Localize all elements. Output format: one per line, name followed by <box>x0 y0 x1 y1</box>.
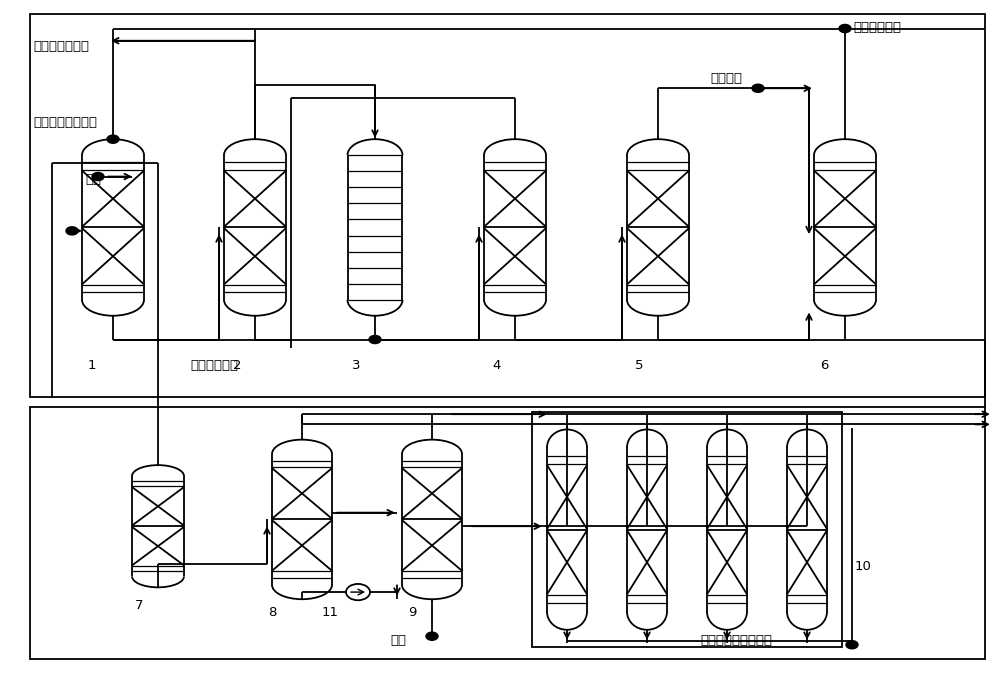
Text: 粗丙烷至界外: 粗丙烷至界外 <box>190 359 238 372</box>
Text: 11: 11 <box>322 606 339 619</box>
Circle shape <box>369 335 381 344</box>
Text: 9: 9 <box>408 606 416 619</box>
Circle shape <box>107 135 119 143</box>
Text: 3: 3 <box>352 359 360 372</box>
Circle shape <box>426 632 438 640</box>
Bar <box>30 14 985 397</box>
Text: 5: 5 <box>635 359 644 372</box>
Text: 7: 7 <box>135 599 144 612</box>
Circle shape <box>92 172 104 181</box>
Text: 物流自反应单元来: 物流自反应单元来 <box>33 115 97 129</box>
Text: 6: 6 <box>820 359 828 372</box>
Text: 循环甲醇至反应单元: 循环甲醇至反应单元 <box>700 634 772 647</box>
Circle shape <box>752 84 764 92</box>
Circle shape <box>846 641 858 649</box>
Text: 10: 10 <box>855 560 872 574</box>
Bar <box>30 407 985 659</box>
Text: 胼、碱液: 胼、碱液 <box>710 72 742 86</box>
Text: 丙烯至反应单元: 丙烯至反应单元 <box>33 39 89 53</box>
Text: 环氧丙烷产品: 环氧丙烷产品 <box>853 20 901 34</box>
Circle shape <box>839 24 851 33</box>
Text: 氢气: 氢气 <box>85 173 101 187</box>
Text: 1: 1 <box>88 359 96 372</box>
Text: 8: 8 <box>268 606 276 619</box>
Text: 2: 2 <box>233 359 242 372</box>
Circle shape <box>66 227 78 235</box>
Bar <box>532 412 842 646</box>
Text: 4: 4 <box>492 359 500 372</box>
Text: 废水: 废水 <box>390 634 406 647</box>
